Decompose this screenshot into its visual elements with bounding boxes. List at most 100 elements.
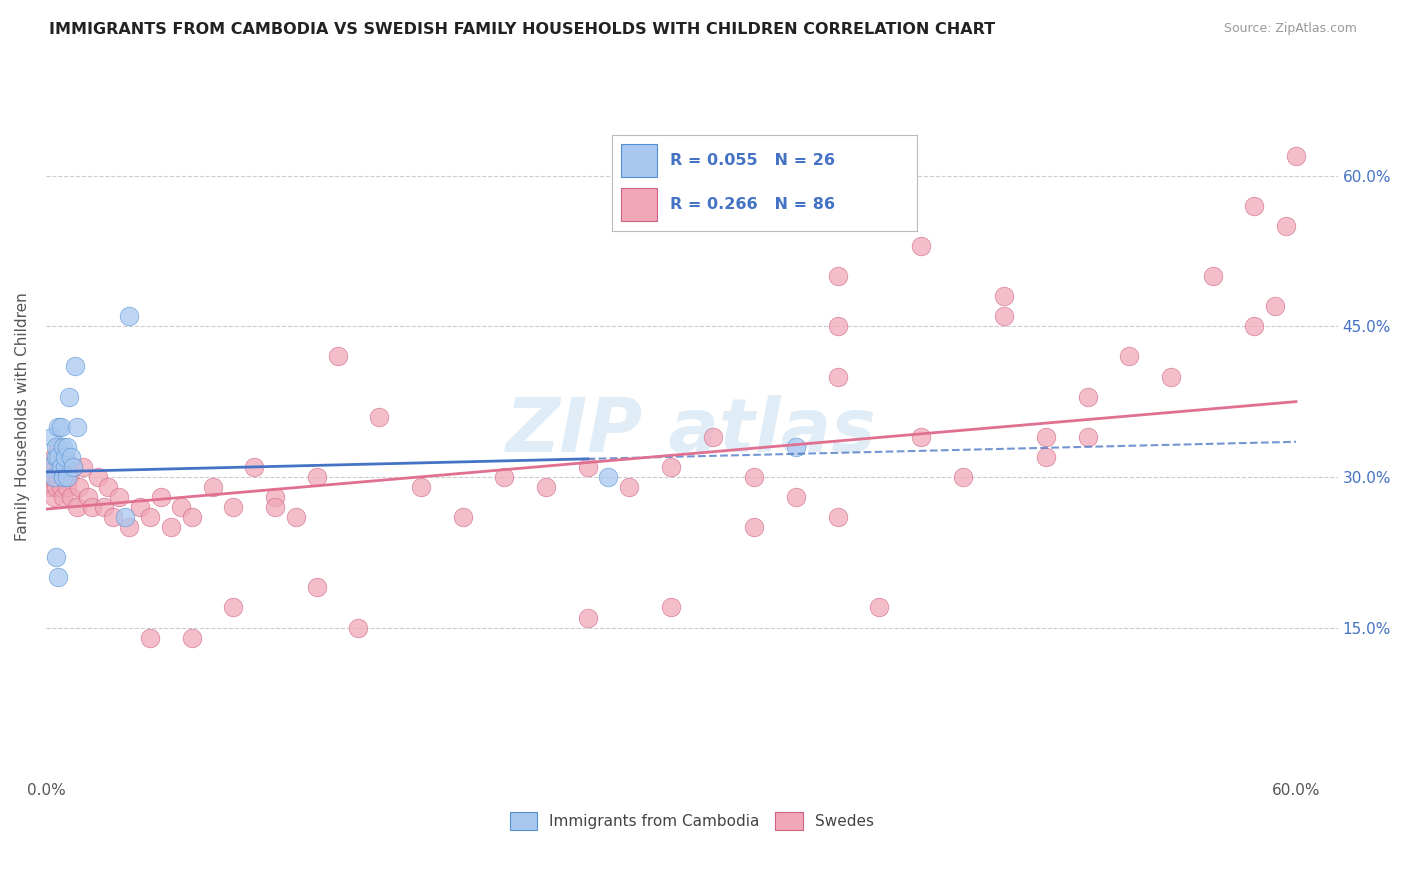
Point bbox=[180, 510, 202, 524]
Point bbox=[305, 581, 328, 595]
Point bbox=[619, 480, 641, 494]
Point bbox=[1160, 369, 1182, 384]
Point bbox=[1264, 299, 1286, 313]
Point bbox=[53, 450, 76, 464]
Point bbox=[39, 459, 62, 474]
Point bbox=[87, 470, 110, 484]
Point bbox=[1243, 319, 1265, 334]
Point bbox=[139, 510, 162, 524]
Text: R = 0.055   N = 26: R = 0.055 N = 26 bbox=[669, 153, 835, 168]
Point bbox=[52, 470, 75, 484]
Point bbox=[41, 459, 63, 474]
Point bbox=[264, 490, 287, 504]
Point bbox=[128, 500, 150, 514]
Point bbox=[170, 500, 193, 514]
Point bbox=[108, 490, 131, 504]
Point bbox=[48, 470, 70, 484]
Point bbox=[49, 459, 72, 474]
Point bbox=[41, 470, 63, 484]
Text: R = 0.266   N = 86: R = 0.266 N = 86 bbox=[669, 197, 835, 212]
Point bbox=[62, 459, 84, 474]
Point bbox=[53, 459, 76, 474]
Point bbox=[45, 459, 67, 474]
Point bbox=[58, 470, 80, 484]
Text: IMMIGRANTS FROM CAMBODIA VS SWEDISH FAMILY HOUSEHOLDS WITH CHILDREN CORRELATION : IMMIGRANTS FROM CAMBODIA VS SWEDISH FAMI… bbox=[49, 22, 995, 37]
Point bbox=[659, 459, 682, 474]
Point bbox=[659, 600, 682, 615]
Point bbox=[118, 520, 141, 534]
Point bbox=[305, 470, 328, 484]
Point bbox=[243, 459, 266, 474]
Point bbox=[827, 269, 849, 284]
Point bbox=[201, 480, 224, 494]
Point bbox=[264, 500, 287, 514]
Point bbox=[49, 419, 72, 434]
Legend: Immigrants from Cambodia, Swedes: Immigrants from Cambodia, Swedes bbox=[503, 805, 880, 836]
Point bbox=[52, 440, 75, 454]
Point bbox=[49, 480, 72, 494]
Point bbox=[785, 440, 807, 454]
Point bbox=[66, 500, 89, 514]
Point bbox=[49, 459, 72, 474]
Point bbox=[48, 450, 70, 464]
Point bbox=[702, 430, 724, 444]
Point bbox=[67, 480, 90, 494]
Point bbox=[62, 459, 84, 474]
Point bbox=[59, 450, 82, 464]
Text: Source: ZipAtlas.com: Source: ZipAtlas.com bbox=[1223, 22, 1357, 36]
Point bbox=[72, 459, 94, 474]
Point bbox=[1243, 199, 1265, 213]
Bar bbox=[621, 188, 658, 221]
Point bbox=[993, 310, 1015, 324]
Point bbox=[97, 480, 120, 494]
Point bbox=[160, 520, 183, 534]
Point bbox=[53, 450, 76, 464]
Point bbox=[409, 480, 432, 494]
Point bbox=[48, 570, 70, 584]
Point bbox=[785, 490, 807, 504]
Point bbox=[45, 550, 67, 565]
Point bbox=[952, 470, 974, 484]
Point bbox=[1118, 350, 1140, 364]
Point bbox=[326, 350, 349, 364]
Point bbox=[368, 409, 391, 424]
Point bbox=[910, 239, 932, 253]
Point bbox=[494, 470, 516, 484]
Point bbox=[80, 500, 103, 514]
Point bbox=[742, 470, 765, 484]
Point bbox=[827, 369, 849, 384]
Point bbox=[1077, 430, 1099, 444]
Point bbox=[742, 520, 765, 534]
Point bbox=[39, 480, 62, 494]
Point bbox=[868, 600, 890, 615]
Point bbox=[149, 490, 172, 504]
Point bbox=[1285, 148, 1308, 162]
Point bbox=[451, 510, 474, 524]
Point bbox=[56, 459, 79, 474]
Point bbox=[827, 510, 849, 524]
Text: ZIP atlas: ZIP atlas bbox=[506, 394, 877, 467]
Point bbox=[1035, 450, 1057, 464]
Point bbox=[347, 621, 370, 635]
Point bbox=[1077, 390, 1099, 404]
Point bbox=[222, 500, 245, 514]
Point bbox=[66, 419, 89, 434]
Point bbox=[114, 510, 136, 524]
Point bbox=[59, 490, 82, 504]
Point bbox=[285, 510, 308, 524]
Point bbox=[52, 490, 75, 504]
Point bbox=[44, 490, 66, 504]
Point bbox=[1201, 269, 1223, 284]
Point bbox=[101, 510, 124, 524]
Point bbox=[45, 450, 67, 464]
Point bbox=[48, 419, 70, 434]
Point bbox=[598, 470, 620, 484]
Point bbox=[222, 600, 245, 615]
Point bbox=[534, 480, 557, 494]
Point bbox=[52, 470, 75, 484]
Point bbox=[993, 289, 1015, 303]
Point bbox=[56, 470, 79, 484]
Point bbox=[41, 430, 63, 444]
Point bbox=[827, 319, 849, 334]
Point bbox=[58, 390, 80, 404]
